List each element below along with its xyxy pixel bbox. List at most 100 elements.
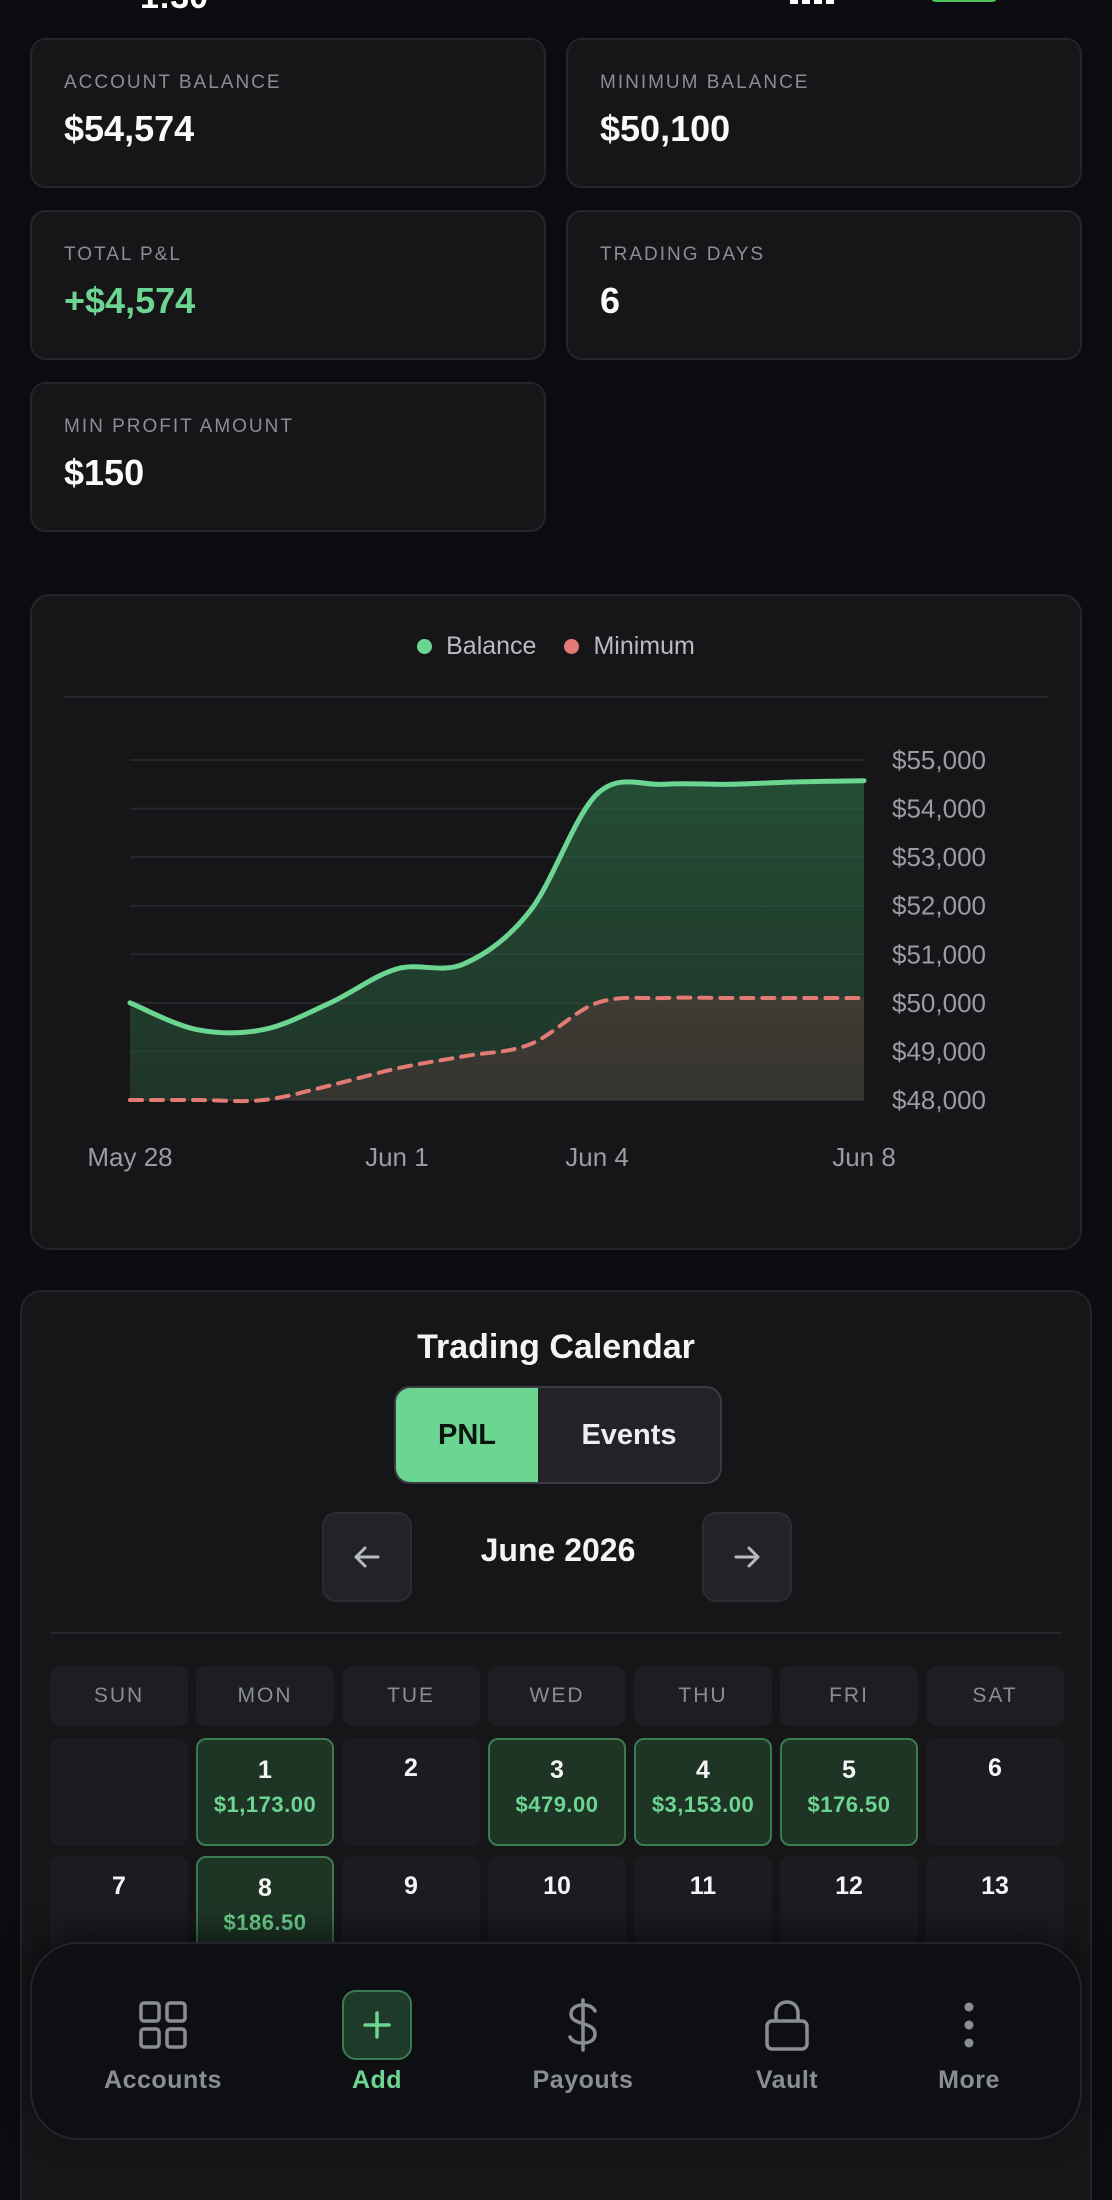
y-tick-label: $55,000 (892, 745, 986, 775)
tab-events[interactable]: Events (581, 1418, 677, 1451)
arrow-right-icon (734, 1546, 760, 1568)
day-number: 11 (689, 1872, 717, 1900)
calendar-day[interactable]: 1 $1,173.00 (196, 1738, 334, 1846)
day-pnl: $1,173.00 (213, 1792, 317, 1817)
legend-item-minimum[interactable]: Minimum (564, 632, 695, 661)
calendar-title: Trading Calendar (417, 1328, 695, 1366)
calendar-day[interactable]: 6 (926, 1738, 1064, 1846)
nav-accounts[interactable]: Accounts (68, 1944, 258, 2142)
tab-pnl[interactable]: PNL (396, 1388, 538, 1482)
day-number: 3 (550, 1756, 564, 1784)
legend-dot (417, 639, 433, 654)
chart-legend: Balance Minimum (32, 632, 1080, 661)
calendar-view-toggle: PNL Events (394, 1386, 722, 1484)
nav-label: Add (351, 2066, 403, 2094)
status-time: 1:30 (140, 0, 208, 17)
calendar-day[interactable]: 3 $479.00 (488, 1738, 626, 1846)
minimum-area (130, 997, 864, 1102)
day-number: 5 (842, 1756, 856, 1784)
calendar-day[interactable]: 4 $3,153.00 (634, 1738, 772, 1846)
day-number: 13 (981, 1872, 1009, 1900)
nav-label: Payouts (532, 2066, 634, 2094)
y-tick-label: $49,000 (892, 1036, 986, 1066)
divider (64, 696, 1048, 698)
current-month: June 2026 (480, 1532, 636, 1568)
weekday-header: THU (634, 1666, 772, 1726)
weekday-header: FRI (780, 1666, 918, 1726)
nav-label: More (938, 2066, 1000, 2094)
balance-line (127, 778, 867, 1036)
plus-icon (342, 1990, 412, 2060)
legend-label: Balance (446, 632, 537, 660)
day-number: 2 (404, 1754, 418, 1782)
day-number: 9 (404, 1872, 418, 1900)
weekday-header: SAT (926, 1666, 1064, 1726)
arrow-left-icon (354, 1546, 380, 1568)
grid-icon (128, 1990, 198, 2060)
weekday-header: MON (196, 1666, 334, 1726)
card-label: TRADING DAYS (600, 244, 766, 265)
more-vertical-icon (934, 1990, 1004, 2060)
lock-icon (752, 1990, 822, 2060)
day-number: 6 (988, 1754, 1002, 1782)
x-tick-label: Jun 4 (565, 1142, 629, 1172)
balance-chart-card: Balance Minimum $55,000 $54,000 $53,000 $52… (30, 594, 1082, 1250)
day-number: 7 (112, 1872, 126, 1900)
day-pnl: $479.00 (515, 1792, 599, 1817)
calendar-day[interactable]: 2 (342, 1738, 480, 1846)
minimum-line (128, 995, 866, 1104)
x-tick-label: May 28 (87, 1142, 172, 1172)
y-tick-label: $54,000 (892, 794, 986, 824)
divider (50, 1632, 1062, 1634)
card-value: $54,574 (64, 108, 195, 149)
nav-vault[interactable]: Vault (692, 1944, 882, 2142)
day-number: 12 (835, 1872, 863, 1900)
day-pnl: $3,153.00 (651, 1792, 755, 1817)
weekday-header: SUN (50, 1666, 188, 1726)
card-label: TOTAL P&L (64, 244, 182, 265)
day-number: 1 (258, 1756, 272, 1784)
weekday-header: WED (488, 1666, 626, 1726)
dollar-icon (548, 1990, 618, 2060)
trading-days-card: TRADING DAYS 6 (566, 210, 1082, 360)
y-tick-label: $50,000 (892, 988, 986, 1018)
card-value: $50,100 (600, 108, 731, 149)
battery-icon (930, 0, 998, 2)
card-label: MIN PROFIT AMOUNT (64, 416, 294, 437)
day-number: 4 (696, 1756, 710, 1784)
signal-icon (790, 0, 910, 9)
day-number: 10 (543, 1872, 571, 1900)
card-value: 6 (600, 280, 621, 321)
nav-label: Vault (755, 2066, 819, 2094)
legend-dot (564, 639, 580, 654)
y-tick-label: $48,000 (892, 1085, 986, 1115)
nav-add[interactable]: Add (282, 1944, 472, 2142)
account-balance-card: ACCOUNT BALANCE $54,574 (30, 38, 546, 188)
nav-more[interactable]: More (874, 1944, 1064, 2142)
calendar-day[interactable]: 5 $176.50 (780, 1738, 918, 1846)
y-tick-label: $51,000 (892, 939, 986, 969)
card-value: +$4,574 (64, 280, 196, 321)
y-tick-label: $52,000 (892, 891, 986, 921)
status-bar: 1:30 (0, 0, 1112, 16)
card-label: ACCOUNT BALANCE (64, 72, 282, 93)
card-value: $150 (64, 452, 145, 493)
calendar-empty-cell (50, 1738, 188, 1846)
x-tick-label: Jun 8 (832, 1142, 896, 1172)
day-number: 8 (258, 1874, 272, 1902)
prev-month-button[interactable] (322, 1512, 412, 1602)
next-month-button[interactable] (702, 1512, 792, 1602)
card-label: MINIMUM BALANCE (600, 72, 810, 93)
y-tick-label: $53,000 (892, 842, 986, 872)
day-pnl: $176.50 (807, 1792, 891, 1817)
min-profit-card: MIN PROFIT AMOUNT $150 (30, 382, 546, 532)
legend-item-balance[interactable]: Balance (417, 632, 536, 661)
nav-label: Accounts (104, 2066, 222, 2094)
legend-label: Minimum (593, 632, 695, 660)
nav-payouts[interactable]: Payouts (488, 1944, 678, 2142)
balance-chart: $55,000 $54,000 $53,000 $52,000 $51,000 $50,0… (87, 745, 986, 1172)
day-pnl: $186.50 (223, 1910, 307, 1935)
minimum-balance-card: MINIMUM BALANCE $50,100 (566, 38, 1082, 188)
x-tick-label: Jun 1 (365, 1142, 429, 1172)
